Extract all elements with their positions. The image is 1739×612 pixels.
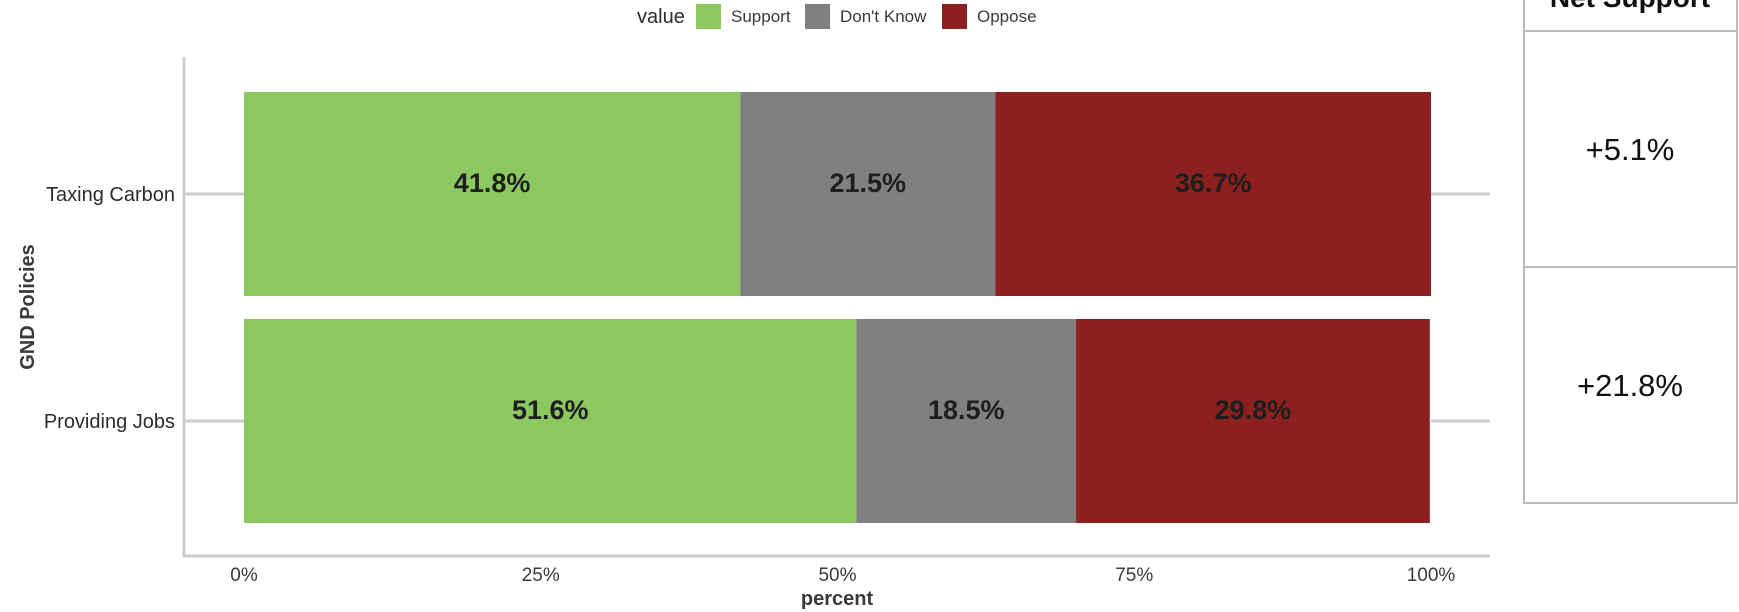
net-support-table: Net Support +5.1% +21.8% (1523, 0, 1738, 504)
x-tick-label: 0% (230, 565, 258, 586)
y-axis-categories: Taxing Carbon Providing Jobs (44, 184, 1490, 433)
bar-providing-jobs-don-t-know (856, 319, 1077, 523)
legend-swatch-support (696, 4, 721, 29)
data-label-providing-jobs-don-t-know: 18.5% (928, 395, 1005, 425)
legend-label-support: Support (731, 7, 791, 26)
x-axis-ticks: 0% 25% 50% 75% 100% (230, 565, 1455, 586)
data-label-providing-jobs-oppose: 29.8% (1215, 395, 1292, 425)
x-tick-label: 50% (818, 565, 856, 586)
x-tick-label: 25% (522, 565, 560, 586)
legend: value Support Don't Know Oppose (637, 4, 1037, 29)
data-label-taxing-carbon-don-t-know: 21.5% (829, 168, 906, 198)
net-support-header: Net Support (1550, 0, 1710, 13)
data-label-providing-jobs-support: 51.6% (512, 395, 589, 425)
bar-providing-jobs-oppose (1076, 319, 1430, 523)
x-axis-title: percent (801, 588, 874, 610)
bar-providing-jobs-support (244, 319, 857, 523)
data-label-taxing-carbon-support: 41.8% (454, 168, 531, 198)
legend-label-oppose: Oppose (977, 7, 1037, 26)
net-support-table-frame (1523, 0, 1738, 504)
data-label-taxing-carbon-oppose: 36.7% (1175, 168, 1252, 198)
bar-taxing-carbon-support (244, 92, 741, 296)
category-label-taxing-carbon: Taxing Carbon (46, 184, 175, 206)
net-support-value-providing-jobs: +21.8% (1577, 368, 1683, 403)
y-axis-title: GND Policies (17, 244, 39, 370)
bars: 41.8% 21.5% 36.7% 51.6% 18.5% 29.8% (244, 92, 1431, 523)
legend-label-dont-know: Don't Know (840, 7, 927, 26)
category-label-providing-jobs: Providing Jobs (44, 411, 175, 433)
legend-swatch-dont-know (805, 4, 830, 29)
x-tick-label: 100% (1407, 565, 1456, 586)
legend-title: value (637, 6, 685, 28)
x-tick-label: 75% (1115, 565, 1153, 586)
net-support-value-taxing-carbon: +5.1% (1586, 132, 1675, 167)
legend-swatch-oppose (942, 4, 967, 29)
bar-taxing-carbon-oppose (995, 92, 1431, 296)
bar-taxing-carbon-don-t-know (740, 92, 996, 296)
